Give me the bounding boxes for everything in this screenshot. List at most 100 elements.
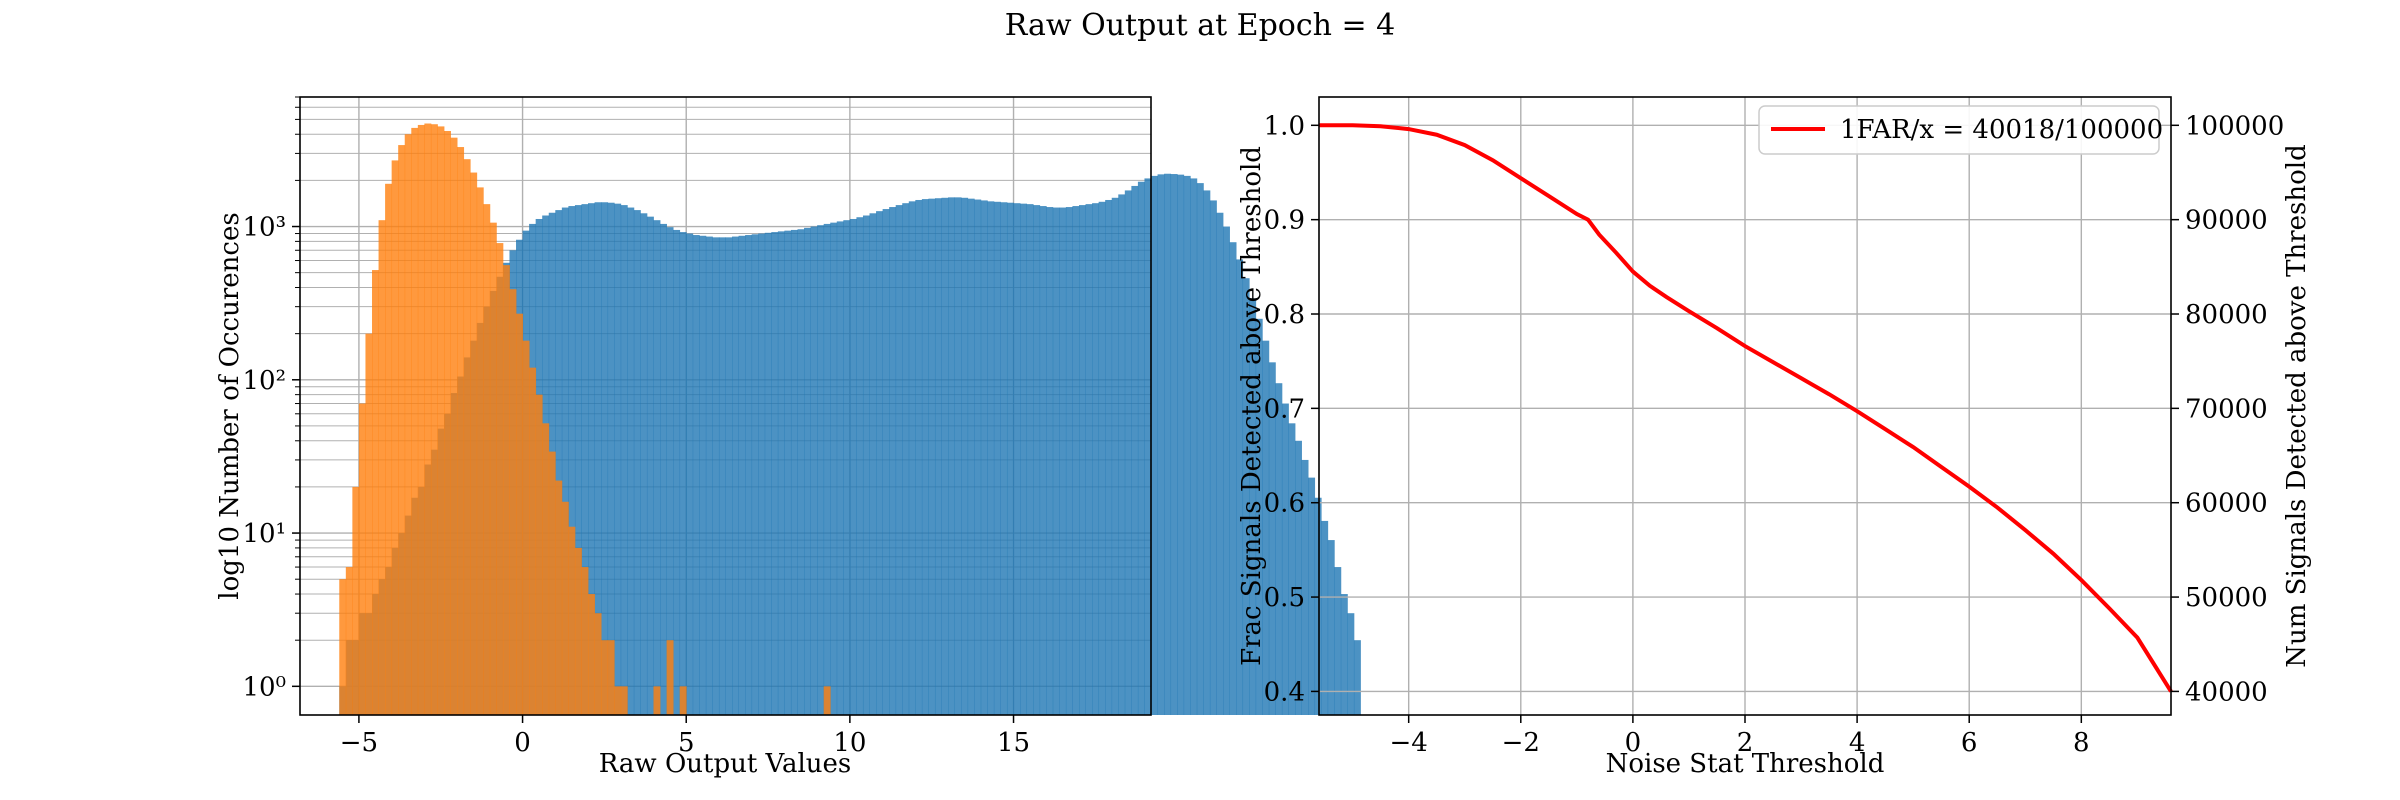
line-left-y-tick-label: 0.6 [1264, 489, 1305, 519]
histogram-bar-orange [588, 594, 595, 715]
histogram-bar-blue [1151, 175, 1158, 715]
line-left-y-tick-label: 0.5 [1264, 583, 1305, 613]
line-left-y-tick-label: 0.9 [1264, 206, 1305, 236]
histogram-bar-orange [489, 222, 497, 715]
histogram-y-axis-label: log10 Number of Occurences [215, 212, 245, 599]
line-x-tick-label: −2 [1502, 728, 1540, 758]
histogram-x-axis-label: Raw Output Values [599, 749, 851, 779]
histogram-bar-orange [548, 451, 556, 715]
histogram-bar-blue [921, 199, 929, 715]
histogram-bar-blue [1026, 204, 1034, 715]
histogram-bar-blue [660, 223, 667, 715]
histogram-bar-blue [1105, 199, 1113, 716]
histogram-bar-orange [522, 340, 530, 715]
histogram-bar-blue [777, 231, 785, 715]
histogram-bar-orange [450, 137, 458, 716]
histogram-bar-blue [1229, 242, 1237, 716]
histogram-bar-orange [463, 159, 471, 715]
histogram-bar-orange [444, 131, 451, 715]
histogram-bar-orange [679, 686, 687, 715]
histogram-bar-blue [588, 203, 595, 715]
histogram-y-ticks: 10⁰ 10¹ 10² 10³ [242, 96, 300, 702]
histogram-bar-blue [1085, 204, 1093, 715]
histogram-bar-blue [1255, 318, 1263, 715]
histogram-bar-orange [666, 640, 674, 715]
histogram-bar-blue [961, 197, 969, 715]
histogram-bar-blue [627, 207, 635, 715]
histogram-bar-orange [496, 243, 504, 715]
histogram-bar-blue [601, 202, 609, 715]
histogram-bar-blue [568, 206, 576, 715]
histogram-bar-orange [437, 126, 445, 716]
line-left-y-tick-label: 1.0 [1264, 111, 1305, 141]
histogram-bar-orange [404, 134, 412, 716]
histogram-bar-blue [1052, 207, 1060, 715]
histogram-bar-orange [823, 686, 831, 715]
histogram-bar-blue [810, 226, 818, 716]
histogram-bar-blue [915, 199, 923, 716]
line-right-y-tick-label: 80000 [2185, 300, 2268, 330]
histogram-bar-orange [581, 567, 589, 715]
histogram-bar-blue [1046, 207, 1054, 715]
legend-box [1758, 105, 2160, 155]
histogram-bar-blue [908, 201, 916, 715]
histogram-bar-blue [1203, 190, 1211, 716]
histogram-bar-blue [1340, 594, 1348, 715]
line-chart-right-y-ticks: 40000 50000 60000 70000 80000 90000 100000 [2171, 111, 2284, 707]
histogram-x-tick-label: 5 [678, 728, 695, 758]
histogram-bar-blue [574, 205, 582, 715]
line-chart-left-y-axis-label: Frac Signals Detected above Threshold [1237, 146, 1267, 666]
histogram-bar-blue [653, 220, 661, 715]
histogram-bar-blue [555, 210, 563, 715]
line-right-y-tick-label: 50000 [2185, 583, 2268, 613]
histogram-bar-orange [352, 486, 360, 715]
histogram-x-tick-label: 15 [997, 728, 1030, 758]
histogram-bar-blue [1281, 403, 1289, 715]
histogram-bar-blue [849, 218, 857, 715]
histogram-bar-blue [1144, 178, 1152, 715]
histogram-bar-blue [705, 236, 713, 715]
histogram-bar-blue [699, 235, 707, 715]
histogram-bar-orange [411, 127, 419, 716]
histogram-y-tick-label: 10⁰ [242, 672, 286, 702]
figure-title: Raw Output at Epoch = 4 [1004, 8, 1396, 43]
histogram-x-ticks: −5 0 5 10 15 [340, 715, 1030, 758]
histogram-bar-blue [948, 197, 956, 715]
histogram-bar-blue [804, 227, 811, 715]
line-right-y-tick-label: 60000 [2185, 489, 2268, 519]
histogram-bar-orange [345, 567, 353, 715]
histogram-y-tick-label: 10³ [242, 213, 286, 243]
histogram-y-tick-label: 10¹ [242, 519, 286, 549]
histogram-bar-orange [542, 423, 550, 715]
histogram-bar-orange [339, 579, 347, 715]
histogram-bar-orange [509, 289, 517, 715]
histogram-bar-orange [653, 686, 661, 715]
histogram-bar-blue [987, 201, 995, 715]
line-x-tick-label: 8 [2073, 728, 2090, 758]
histogram-bar-blue [673, 229, 681, 715]
histogram-bar-blue [1098, 201, 1106, 716]
histogram-bar-blue [745, 235, 753, 715]
histogram-bar-blue [1006, 202, 1014, 716]
histogram-bar-blue [718, 237, 726, 715]
line-chart-legend: 1FAR/x = 40018/100000 [1758, 105, 2163, 155]
histogram-bar-orange [457, 147, 465, 715]
histogram-bar-blue [751, 234, 759, 715]
histogram-bar-orange [555, 480, 563, 715]
line-left-y-tick-label: 0.8 [1264, 300, 1305, 330]
line-x-tick-label: −4 [1390, 728, 1428, 758]
histogram-bar-blue [620, 205, 628, 715]
line-x-tick-label: 6 [1961, 728, 1978, 758]
histogram-bar-blue [889, 207, 897, 715]
histogram-bar-orange [529, 367, 537, 715]
legend-entry-label: 1FAR/x = 40018/100000 [1840, 115, 2163, 145]
histogram-bar-blue [1164, 173, 1172, 715]
histogram-bar-blue [1301, 459, 1309, 715]
histogram-bar-blue [1268, 362, 1276, 715]
histogram-bar-blue [882, 209, 890, 715]
histogram-bar-blue [1177, 174, 1185, 716]
histogram-bar-blue [1013, 203, 1021, 715]
histogram-bar-orange [398, 145, 406, 716]
